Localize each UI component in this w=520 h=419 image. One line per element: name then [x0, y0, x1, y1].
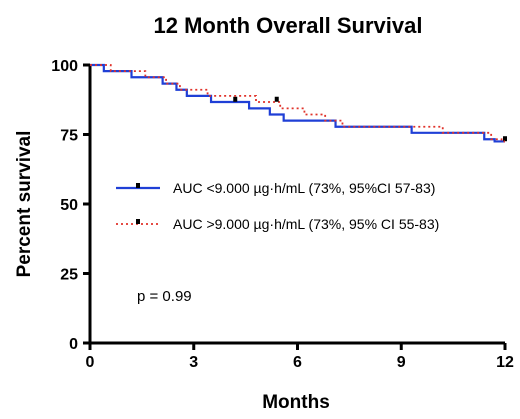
x-tick-label: 3 [189, 354, 198, 371]
y-tick-label: 25 [60, 267, 78, 284]
x-tick-label: 9 [397, 354, 406, 371]
censor-mark [233, 96, 238, 102]
y-tick-label: 100 [51, 58, 78, 75]
censor-mark [274, 96, 279, 102]
y-axis-label: Percent survival [14, 131, 35, 278]
legend-label-auc-low: AUC <9.000 µg·h/mL (73%, 95%CI 57-83) [173, 180, 435, 196]
p-value-annotation: p = 0.99 [137, 288, 192, 305]
y-tick-label: 50 [60, 197, 78, 214]
legend-label-auc-high: AUC >9.000 µg·h/mL (73%, 95% CI 55-83) [173, 216, 439, 232]
x-tick-label: 12 [496, 354, 514, 371]
survival-curve-auc-low [90, 63, 505, 143]
y-tick-label: 75 [60, 128, 78, 145]
axes: 0 3 6 9 12 0 25 50 75 100 [51, 58, 514, 371]
survival-curve-auc-high [90, 64, 505, 143]
x-tick-label: 6 [293, 354, 302, 371]
chart-title: 12 Month Overall Survival [154, 13, 423, 38]
legend-marker-auc-high [136, 219, 140, 224]
series-layer [90, 63, 507, 143]
censor-mark [503, 136, 507, 142]
legend-marker-auc-low [136, 183, 140, 188]
x-tick-label: 0 [86, 354, 95, 371]
x-axis-label: Months [262, 392, 330, 413]
legend: AUC <9.000 µg·h/mL (73%, 95%CI 57-83) AU… [116, 180, 439, 232]
y-tick-label: 0 [69, 336, 78, 353]
